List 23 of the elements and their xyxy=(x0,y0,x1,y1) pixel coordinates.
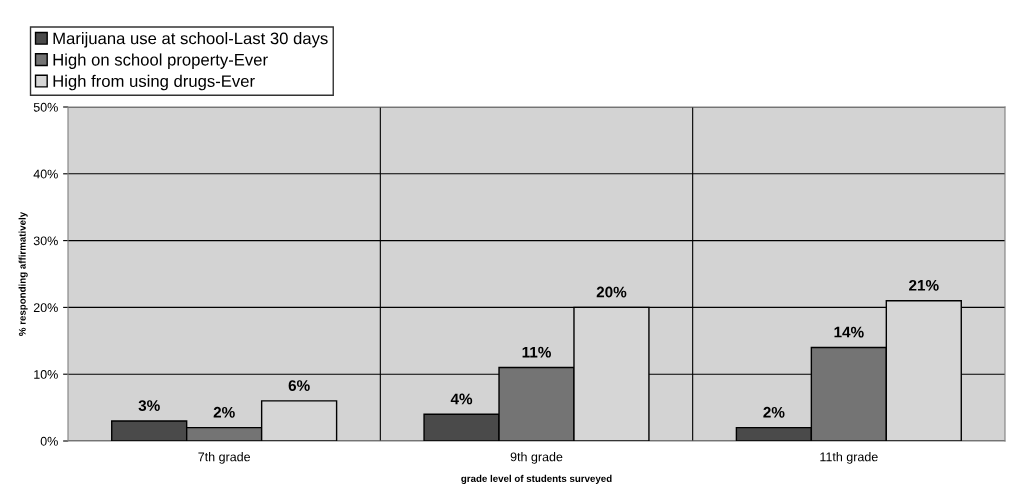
y-tick-label: 20% xyxy=(33,303,58,313)
legend-label: High on school property-Ever xyxy=(53,53,268,69)
data-label: 2% xyxy=(763,406,785,418)
data-label: 4% xyxy=(450,393,473,405)
data-label: 11% xyxy=(522,346,551,358)
data-label: 20% xyxy=(596,286,627,298)
x-axis-title: grade level of students surveyed xyxy=(461,474,612,484)
legend-label: High from using drugs-Ever xyxy=(53,74,255,91)
x-tick-label: 7th grade xyxy=(198,452,251,464)
data-label: 21% xyxy=(909,279,939,291)
y-tick-label: 50% xyxy=(33,102,58,112)
data-label: 14% xyxy=(834,326,864,338)
data-label: 6% xyxy=(288,380,310,391)
x-tick-label: 9th grade xyxy=(510,452,563,464)
y-tick-label: 30% xyxy=(33,236,58,246)
y-tick-label: 10% xyxy=(34,370,58,379)
y-tick-label: 40% xyxy=(33,169,58,179)
data-label: 3% xyxy=(138,400,160,412)
x-tick-label: 11th grade xyxy=(820,452,878,464)
legend-label: Marijuana use at school-Last 30 days xyxy=(53,32,328,48)
y-tick-label: 0% xyxy=(40,436,58,446)
data-label: 2% xyxy=(213,406,235,418)
y-axis-title: % responding affirmatively xyxy=(18,211,28,336)
